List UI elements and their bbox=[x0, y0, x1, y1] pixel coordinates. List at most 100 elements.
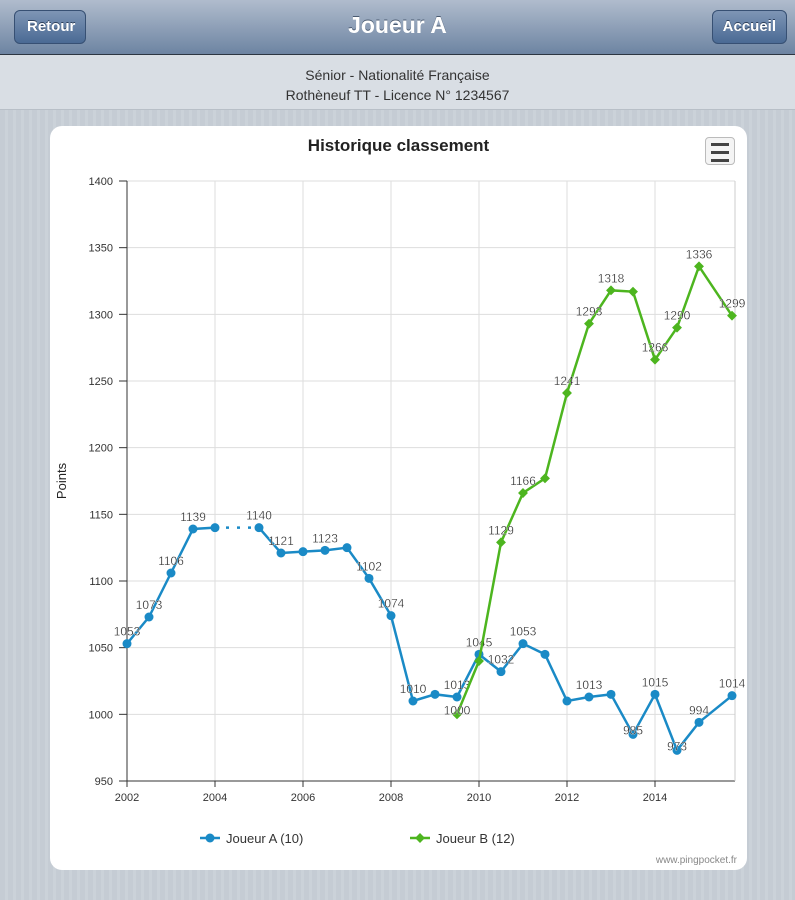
data-point bbox=[562, 696, 572, 706]
data-label: 1123 bbox=[312, 531, 338, 545]
y-axis-title: Points bbox=[54, 462, 69, 499]
data-point bbox=[650, 689, 660, 699]
data-point bbox=[606, 689, 616, 699]
data-point bbox=[606, 285, 616, 296]
legend-item[interactable]: Joueur B (12) bbox=[436, 831, 515, 846]
data-label: 1014 bbox=[719, 677, 746, 691]
series-line bbox=[455, 263, 734, 715]
y-tick-label: 1350 bbox=[89, 243, 113, 255]
data-point bbox=[672, 322, 682, 333]
data-label: 994 bbox=[689, 703, 709, 717]
data-point bbox=[496, 667, 506, 677]
data-point bbox=[210, 523, 220, 533]
data-label: 1053 bbox=[510, 625, 537, 639]
x-tick-label: 2012 bbox=[555, 792, 579, 804]
y-tick-label: 1300 bbox=[89, 309, 113, 321]
data-label: 1129 bbox=[488, 523, 514, 537]
data-point bbox=[408, 696, 418, 706]
data-label: 985 bbox=[623, 723, 643, 737]
nav-bar: Retour Joueur A Accueil bbox=[0, 0, 795, 55]
x-tick-label: 2010 bbox=[467, 792, 491, 804]
data-label: 1010 bbox=[400, 682, 427, 696]
data-label: 1013 bbox=[576, 678, 603, 692]
data-label: 1106 bbox=[158, 554, 184, 568]
chart-card: 950 1000 1050 1100 1150 1200 1250 1300 1350 1400 2… bbox=[50, 126, 747, 870]
data-point bbox=[628, 729, 638, 739]
y-tick-label: 1400 bbox=[89, 176, 113, 188]
ranking-chart: 950 1000 1050 1100 1150 1200 1250 1300 1350 1400 2… bbox=[54, 176, 746, 846]
data-point bbox=[342, 543, 352, 553]
data-label: 1166 bbox=[510, 474, 536, 488]
player-club-license: Rothèneuf TT - Licence N° 1234567 bbox=[285, 87, 510, 103]
credit-link[interactable]: www.pingpocket.fr bbox=[655, 855, 737, 866]
page-title: Joueur A bbox=[348, 12, 447, 38]
data-label: 1015 bbox=[642, 675, 669, 689]
back-button[interactable]: Retour bbox=[14, 10, 87, 44]
y-tick-label: 1150 bbox=[89, 509, 113, 521]
data-point bbox=[452, 709, 462, 720]
data-point bbox=[166, 568, 176, 578]
legend-marker bbox=[205, 833, 215, 843]
data-point bbox=[254, 523, 264, 533]
data-point bbox=[320, 545, 330, 555]
legend-item[interactable]: Joueur A (10) bbox=[226, 831, 303, 846]
y-tick-label: 950 bbox=[95, 776, 113, 788]
data-point bbox=[298, 547, 308, 557]
home-button[interactable]: Accueil bbox=[711, 10, 787, 44]
x-tick-label: 2004 bbox=[203, 792, 227, 804]
data-label: 1336 bbox=[686, 247, 713, 261]
player-category: Sénior - Nationalité Française bbox=[305, 67, 490, 83]
x-tick-label: 2008 bbox=[379, 792, 403, 804]
y-tick-label: 1200 bbox=[89, 443, 113, 455]
data-point bbox=[650, 354, 660, 365]
data-point bbox=[364, 573, 374, 583]
y-tick-label: 1100 bbox=[89, 576, 113, 588]
data-point bbox=[518, 639, 528, 649]
data-point bbox=[144, 612, 154, 622]
data-label: 1290 bbox=[664, 309, 691, 323]
data-point bbox=[430, 689, 440, 699]
data-label: 1013 bbox=[444, 678, 471, 692]
data-label: 1241 bbox=[554, 374, 581, 388]
y-tick-label: 1250 bbox=[89, 376, 113, 388]
data-label: 1140 bbox=[246, 509, 272, 523]
data-point bbox=[694, 717, 704, 727]
data-label: 1000 bbox=[444, 703, 471, 717]
data-label: 1299 bbox=[719, 297, 746, 311]
chart-menu-button[interactable] bbox=[705, 137, 735, 165]
data-point bbox=[452, 692, 462, 702]
data-label: 1032 bbox=[488, 653, 515, 667]
legend-marker bbox=[415, 833, 425, 843]
y-tick-label: 1000 bbox=[89, 709, 113, 721]
data-label: 1073 bbox=[136, 598, 163, 612]
data-label: 1293 bbox=[576, 305, 603, 319]
data-point bbox=[584, 692, 594, 702]
data-label: 1121 bbox=[268, 534, 294, 548]
data-label: 1139 bbox=[180, 510, 206, 524]
chart-title: Historique classement bbox=[307, 136, 490, 155]
data-point bbox=[474, 656, 484, 666]
data-label: 973 bbox=[667, 739, 687, 753]
menu-icon-bar bbox=[711, 151, 729, 154]
data-point bbox=[562, 388, 572, 398]
menu-icon bbox=[711, 143, 729, 146]
series-line bbox=[258, 526, 733, 753]
data-label: 1053 bbox=[114, 625, 141, 639]
data-point bbox=[584, 318, 594, 329]
data-point bbox=[540, 473, 550, 484]
x-tick-label: 2002 bbox=[115, 792, 139, 804]
menu-icon-bar bbox=[711, 159, 729, 162]
data-point bbox=[540, 649, 550, 659]
player-info: Sénior - Nationalité Française Rothèneuf… bbox=[0, 55, 795, 110]
x-tick-label: 2014 bbox=[643, 792, 667, 804]
data-point bbox=[518, 488, 528, 498]
data-point bbox=[694, 261, 704, 272]
data-point bbox=[276, 548, 286, 558]
data-point bbox=[628, 286, 638, 297]
data-label: 1102 bbox=[356, 559, 382, 573]
data-point bbox=[386, 611, 396, 621]
data-point bbox=[188, 524, 198, 534]
x-tick-label: 2006 bbox=[291, 792, 315, 804]
y-tick-label: 1050 bbox=[89, 643, 113, 655]
data-label: 1045 bbox=[466, 635, 493, 649]
